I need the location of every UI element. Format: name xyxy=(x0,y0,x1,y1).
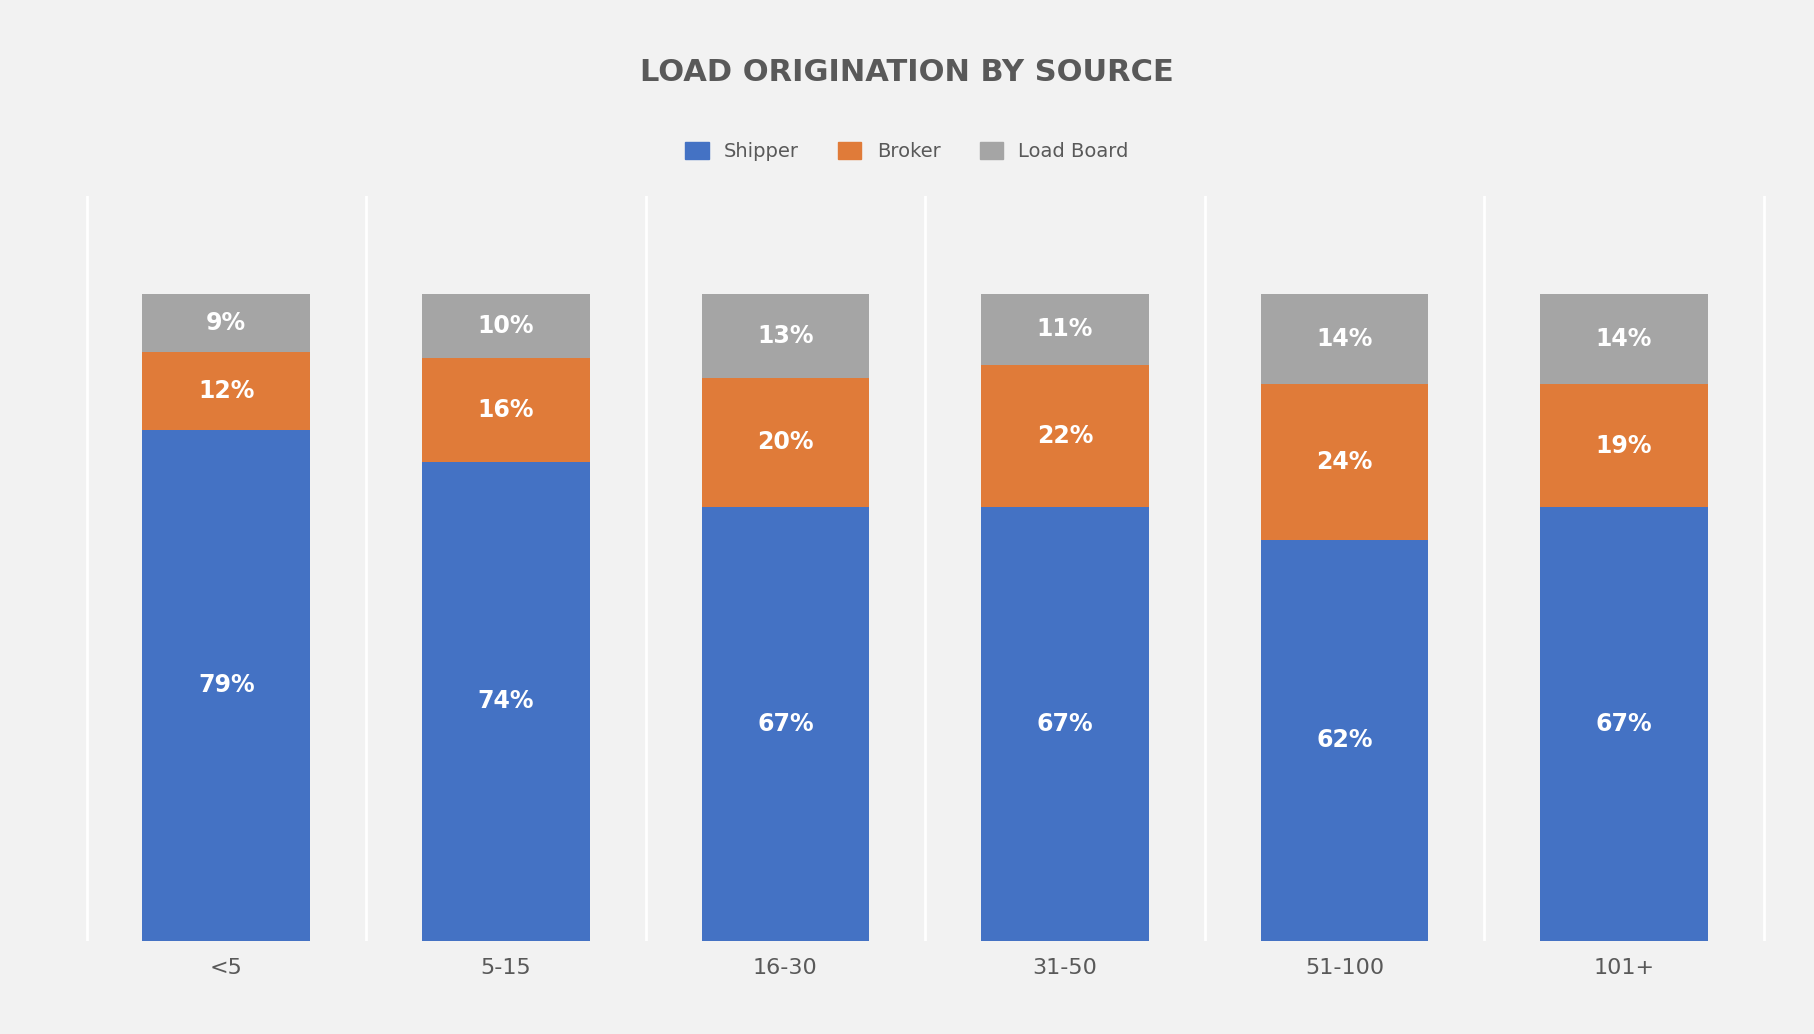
Text: 16%: 16% xyxy=(477,398,533,422)
Bar xyxy=(1540,385,1707,508)
Text: 14%: 14% xyxy=(1596,327,1653,351)
Text: 22%: 22% xyxy=(1038,424,1094,448)
Text: 67%: 67% xyxy=(1036,712,1094,736)
Bar xyxy=(981,365,1148,508)
Text: 20%: 20% xyxy=(756,430,814,455)
Bar xyxy=(143,429,310,941)
Text: 12%: 12% xyxy=(198,378,254,402)
Text: 79%: 79% xyxy=(198,673,254,697)
Bar xyxy=(423,294,590,359)
Bar xyxy=(143,352,310,429)
Bar xyxy=(423,462,590,941)
Bar xyxy=(143,294,310,352)
Text: 62%: 62% xyxy=(1317,728,1373,753)
Text: 67%: 67% xyxy=(1596,712,1653,736)
Text: LOAD ORIGINATION BY SOURCE: LOAD ORIGINATION BY SOURCE xyxy=(640,58,1174,87)
Text: 74%: 74% xyxy=(477,690,533,713)
Bar xyxy=(702,377,869,508)
Text: 13%: 13% xyxy=(756,324,814,347)
Legend: Shipper, Broker, Load Board: Shipper, Broker, Load Board xyxy=(677,133,1137,169)
Bar xyxy=(1261,294,1428,385)
Text: 67%: 67% xyxy=(756,712,814,736)
Bar xyxy=(1540,508,1707,941)
Text: 11%: 11% xyxy=(1038,317,1094,341)
Bar xyxy=(1261,540,1428,941)
Bar xyxy=(981,294,1148,365)
Bar xyxy=(702,508,869,941)
Text: 9%: 9% xyxy=(207,310,247,335)
Bar xyxy=(702,294,869,377)
Bar xyxy=(423,359,590,462)
Text: 24%: 24% xyxy=(1317,450,1373,474)
Bar xyxy=(1540,294,1707,385)
Bar xyxy=(981,508,1148,941)
Text: 19%: 19% xyxy=(1596,433,1653,458)
Text: 10%: 10% xyxy=(477,314,533,338)
Text: 14%: 14% xyxy=(1317,327,1373,351)
Bar xyxy=(1261,385,1428,540)
